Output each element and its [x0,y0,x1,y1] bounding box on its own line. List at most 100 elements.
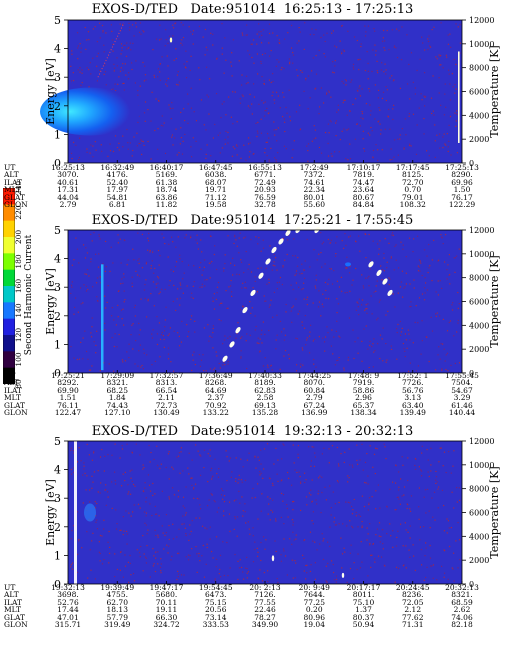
ephemeris-cell: 73.14 [205,612,227,622]
noise-dot [443,133,445,135]
noise-dot [344,79,347,81]
ephemeris-cell: 8236. [402,590,424,600]
noise-dot [324,56,326,58]
noise-dot [119,529,121,532]
noise-dot [288,89,290,91]
noise-dot [372,343,374,345]
noise-dot [280,560,283,562]
noise-dot [223,72,225,74]
noise-dot [172,241,174,243]
noise-dot [387,116,390,118]
noise-dot [154,505,156,507]
noise-dot [159,79,162,81]
noise-dot [242,95,244,97]
noise-dot [102,362,105,364]
y-tick-label: 0 [54,578,61,587]
noise-dot [118,149,120,151]
noise-dot [406,347,408,349]
noise-dot [361,520,363,523]
noise-dot [176,298,178,300]
noise-dot [294,274,296,276]
noise-dot [401,456,403,458]
ephemeris-cell: 17:17:45 [395,163,430,172]
noise-dot [321,533,323,535]
noise-dot [295,111,298,113]
noise-dot [80,47,82,49]
noise-dot [430,565,432,567]
noise-dot [103,470,105,472]
y-tick-label: 3 [54,492,61,505]
noise-dot [203,259,206,261]
noise-dot [325,580,327,582]
noise-dot [156,343,159,346]
noise-dot [151,333,153,335]
noise-dot [232,274,234,276]
noise-dot [377,97,379,99]
noise-dot [405,339,407,341]
noise-dot [187,554,190,556]
noise-dot [90,569,92,571]
noise-dot [329,545,331,548]
noise-dot [407,479,409,482]
noise-dot [99,69,101,72]
noise-dot [276,269,278,271]
noise-dot [321,491,323,494]
noise-dot [185,556,187,558]
noise-dot [245,340,247,342]
noise-dot [218,468,220,470]
right-tick-label: 8000 [469,274,489,283]
noise-dot [260,267,262,269]
noise-dot [315,29,317,31]
noise-dot [326,326,328,328]
noise-dot [398,471,400,473]
noise-dot [442,136,444,138]
noise-dot [218,319,220,321]
noise-dot [155,534,157,537]
colorbar-tick-label: 80 [14,379,23,389]
noise-dot [318,477,320,479]
noise-dot [286,239,289,241]
noise-dot [225,114,227,116]
noise-dot [337,303,340,305]
noise-dot [175,128,177,130]
noise-dot [167,77,169,80]
noise-dot [272,499,274,501]
noise-dot [366,527,368,529]
ephemeris-cell: 66.54 [155,385,178,395]
noise-dot [116,568,119,571]
noise-dot [189,524,191,526]
noise-dot [283,67,285,70]
ephemeris-cell: 17:44:25 [297,371,332,380]
noise-speckle [70,443,461,584]
noise-dot [366,539,368,541]
ephemeris-cell: 18.74 [155,185,178,195]
noise-dot [301,324,303,326]
noise-dot [152,548,154,550]
noise-dot [191,315,193,317]
noise-dot [299,31,301,33]
noise-dot [452,86,454,88]
noise-dot [280,554,282,556]
noise-dot [426,488,429,491]
noise-dot [219,367,221,369]
noise-dot [180,22,182,24]
noise-dot [150,120,152,122]
noise-dot [283,444,285,446]
noise-dot [127,47,129,49]
noise-dot [93,232,95,234]
noise-dot [287,516,289,518]
noise-dot [169,280,171,282]
noise-dot [288,354,290,356]
noise-dot [89,501,91,503]
noise-dot [421,340,423,342]
noise-dot [152,49,154,51]
noise-dot [75,237,77,239]
noise-dot [315,366,317,368]
noise-dot [142,140,144,143]
noise-dot [360,540,362,543]
noise-dot [354,98,357,100]
noise-dot [448,450,450,453]
noise-dot [230,116,232,118]
noise-dot [93,450,95,453]
noise-dot [96,277,99,279]
